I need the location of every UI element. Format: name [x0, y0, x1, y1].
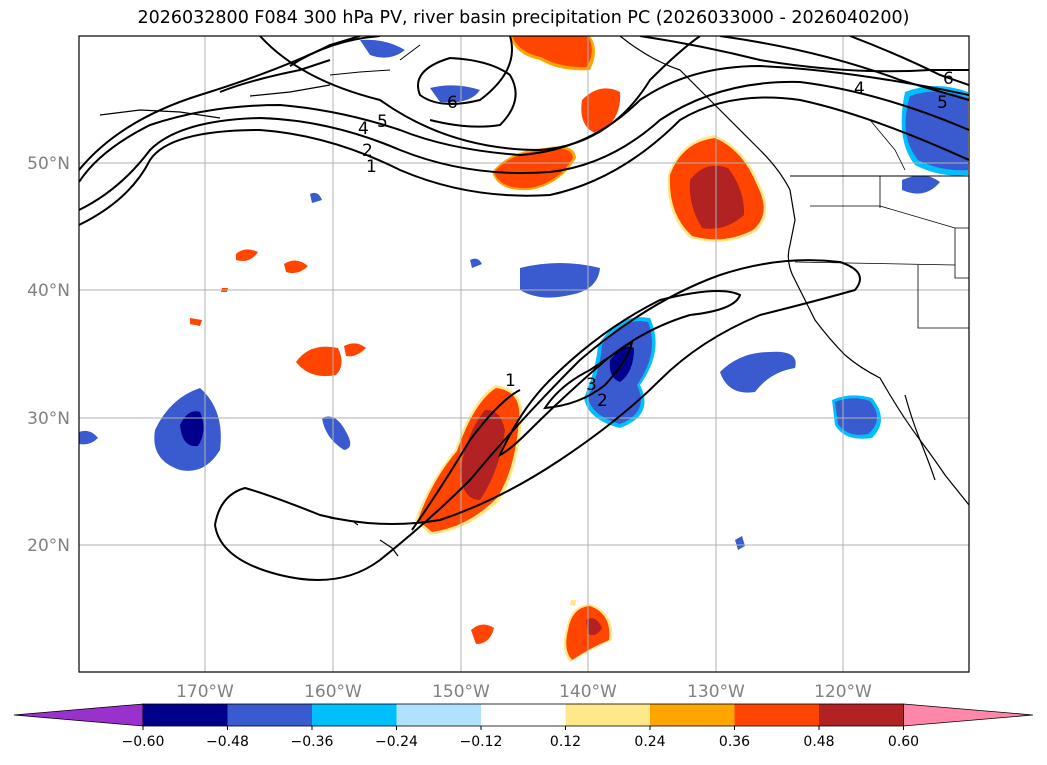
pv-contour-labels: 6 5 4 2 1 1 2 3 4 5 6	[358, 69, 954, 411]
pv-contour-label: 1	[505, 371, 516, 391]
pv-contour-label: 2	[597, 391, 608, 411]
colorbar-outline	[142, 703, 904, 727]
map-frame	[78, 35, 970, 673]
colorbar-tick-label: 0.60	[888, 734, 919, 750]
pv-contour-label: 1	[366, 157, 377, 177]
colorbar-tick-label: −0.36	[291, 734, 334, 750]
lat-label: 20°N	[27, 536, 70, 556]
colorbar-bin	[565, 704, 651, 726]
colorbar-tick-label: −0.12	[460, 734, 503, 750]
lat-label: 30°N	[27, 409, 70, 429]
longitude-labels: 170°W 160°W 150°W 140°W 130°W 120°W	[176, 682, 872, 702]
colorbar-bin	[312, 704, 397, 726]
coastlines	[99, 36, 969, 557]
map-area	[79, 36, 969, 672]
colorbar-bin	[143, 704, 228, 726]
colorbar-extend-high	[903, 703, 1034, 727]
colorbar-tick-label: 0.36	[719, 734, 750, 750]
colorbar-tick-label: 0.48	[803, 734, 834, 750]
pv-contour-label: 3	[586, 375, 597, 395]
colorbar-tick-label: −0.60	[122, 734, 165, 750]
colorbar: −0.60 −0.48 −0.36 −0.24 −0.12 0.12 0.24 0.36 0.4…	[13, 703, 1034, 750]
lon-label: 150°W	[432, 682, 490, 702]
colorbar-bin	[650, 704, 735, 726]
colorbar-bin	[396, 704, 482, 726]
pv-contour-label: 5	[937, 93, 948, 113]
positive-pc-regions	[190, 36, 767, 662]
colorbar-bin	[819, 704, 904, 726]
colorbar-tick-label: −0.48	[206, 734, 249, 750]
colorbar-tick-label: −0.24	[375, 734, 418, 750]
lon-label: 170°W	[176, 682, 234, 702]
colorbar-bin	[481, 704, 566, 726]
lon-label: 160°W	[304, 682, 362, 702]
lon-label: 130°W	[687, 682, 745, 702]
pv-contours	[79, 36, 969, 581]
colorbar-tick-label: 0.24	[634, 734, 665, 750]
lat-label: 50°N	[27, 154, 70, 174]
latitude-labels: 50°N 40°N 30°N 20°N	[27, 154, 70, 556]
pv-contour-label: 2	[362, 141, 373, 161]
colorbar-extend-low	[13, 703, 144, 727]
lat-label: 40°N	[27, 281, 70, 301]
pv-contour-label: 5	[377, 112, 388, 132]
pv-contour-label: 6	[447, 93, 458, 113]
lon-label: 140°W	[559, 682, 617, 702]
map-title: 2026032800 F084 300 hPa PV, river basin …	[137, 8, 910, 28]
colorbar-tick-label: 0.12	[550, 734, 581, 750]
colorbar-bin	[734, 704, 820, 726]
pv-contour-label: 4	[358, 119, 369, 139]
colorbar-bin	[227, 704, 313, 726]
lon-label: 120°W	[814, 682, 872, 702]
pv-contour-label: 6	[943, 69, 954, 89]
pv-contour-label: 4	[854, 79, 865, 99]
